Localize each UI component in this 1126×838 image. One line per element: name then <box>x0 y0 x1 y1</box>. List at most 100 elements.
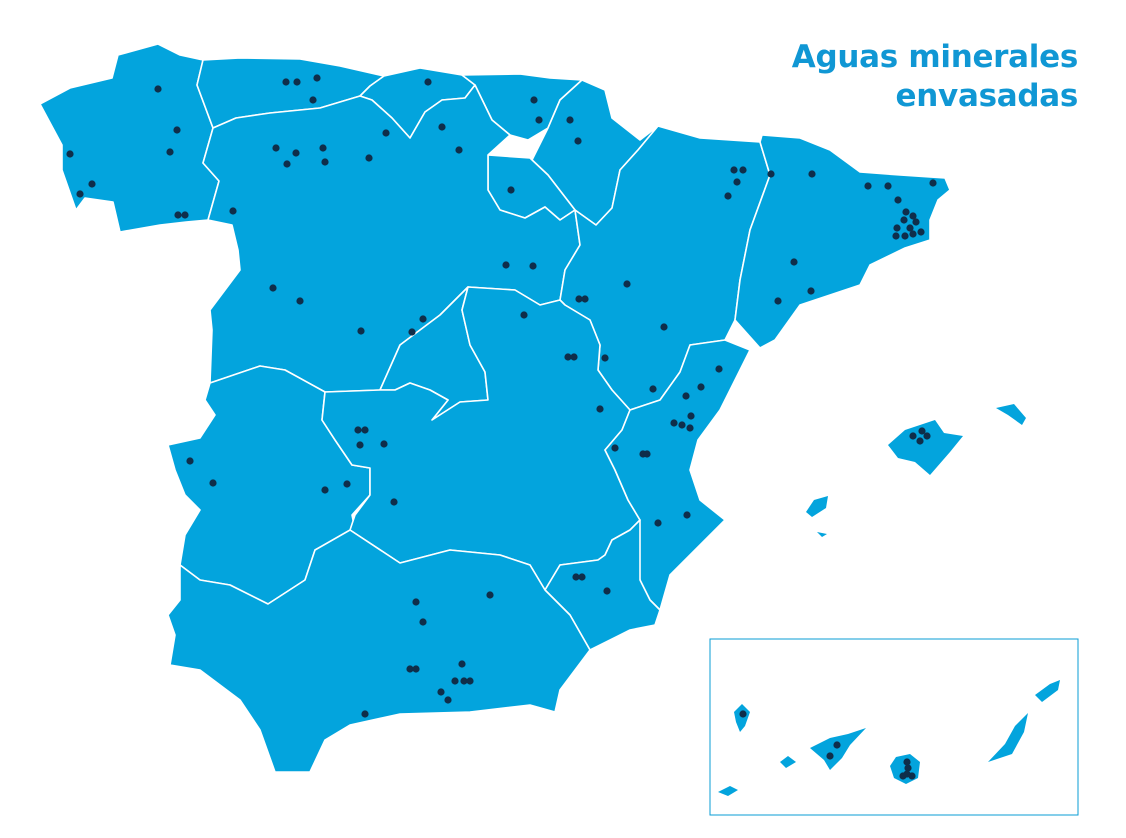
spring-marker <box>906 224 914 232</box>
island-menorca <box>996 404 1026 425</box>
spring-marker <box>486 591 494 599</box>
spring-marker <box>574 137 582 145</box>
spring-marker <box>502 261 510 269</box>
island-formentera <box>817 532 827 537</box>
spring-marker <box>683 511 691 519</box>
island-ibiza <box>806 496 828 517</box>
spring-marker <box>173 126 181 134</box>
island-tenerife <box>810 728 866 770</box>
spring-marker <box>654 519 662 527</box>
mainland <box>39 43 951 773</box>
spring-marker <box>365 154 373 162</box>
spring-marker <box>293 78 301 86</box>
spring-marker <box>438 123 446 131</box>
spring-marker <box>767 170 775 178</box>
island-el-hierro <box>718 786 738 796</box>
spring-marker <box>660 323 668 331</box>
map-title-line-2: envasadas <box>895 78 1079 114</box>
spring-marker <box>903 770 911 778</box>
island-la-palma <box>734 704 750 732</box>
spring-marker <box>643 450 651 458</box>
spring-marker <box>520 311 528 319</box>
balearic-islands <box>806 404 1026 537</box>
spring-marker <box>901 232 909 240</box>
spring-marker <box>649 385 657 393</box>
spring-marker <box>623 280 631 288</box>
spring-marker <box>687 412 695 420</box>
spring-marker <box>929 179 937 187</box>
spring-marker <box>596 405 604 413</box>
spring-marker <box>894 196 902 204</box>
spring-marker <box>578 573 586 581</box>
spring-marker <box>918 427 926 435</box>
spring-marker <box>282 78 290 86</box>
spring-marker <box>460 677 468 685</box>
map-title: Aguas minerales envasadas <box>658 38 1079 116</box>
spring-marker <box>892 232 900 240</box>
spring-marker <box>884 182 892 190</box>
canary-inset-frame <box>709 638 1079 816</box>
spring-marker <box>535 116 543 124</box>
spring-marker <box>309 96 317 104</box>
spring-marker <box>807 287 815 295</box>
spring-marker <box>283 160 291 168</box>
region-cataluna <box>734 134 951 349</box>
spring-marker <box>912 218 920 226</box>
spring-marker <box>833 741 841 749</box>
spring-marker <box>900 216 908 224</box>
spring-marker <box>321 486 329 494</box>
spring-marker <box>419 315 427 323</box>
spring-marker <box>566 116 574 124</box>
spring-marker <box>319 144 327 152</box>
spring-marker <box>269 284 277 292</box>
spring-marker <box>909 212 917 220</box>
spring-marker <box>361 426 369 434</box>
spring-marker <box>697 383 705 391</box>
spring-marker <box>730 166 738 174</box>
spring-marker <box>529 262 537 270</box>
spring-marker <box>174 211 182 219</box>
spring-marker <box>356 441 364 449</box>
spring-marker <box>66 150 74 158</box>
spring-marker <box>611 444 619 452</box>
spring-marker <box>581 295 589 303</box>
spring-marker <box>419 618 427 626</box>
spring-marker <box>296 297 304 305</box>
spring-marker <box>682 392 690 400</box>
spring-marker <box>774 297 782 305</box>
spring-marker <box>412 665 420 673</box>
spring-marker <box>909 432 917 440</box>
spring-marker <box>209 479 217 487</box>
spring-marker <box>572 573 580 581</box>
spring-marker <box>564 353 572 361</box>
spring-marker <box>382 129 390 137</box>
spring-marker <box>166 148 174 156</box>
spring-marker <box>570 353 578 361</box>
spring-marker <box>739 710 747 718</box>
spring-marker <box>354 426 362 434</box>
spring-marker <box>601 354 609 362</box>
spring-marker <box>321 158 329 166</box>
spring-marker <box>739 166 747 174</box>
spring-marker <box>715 365 723 373</box>
spring-marker <box>724 192 732 200</box>
island-fuerteventura <box>988 713 1028 762</box>
spring-marker <box>678 421 686 429</box>
spring-marker <box>455 146 463 154</box>
spring-marker <box>507 186 515 194</box>
spring-marker <box>272 144 280 152</box>
spring-marker <box>437 688 445 696</box>
spring-marker <box>186 457 194 465</box>
spring-marker <box>361 710 369 718</box>
springs-layer <box>66 74 937 780</box>
spring-marker <box>313 74 321 82</box>
region-andalucia <box>167 529 591 773</box>
spring-marker <box>902 208 910 216</box>
spring-marker <box>733 178 741 186</box>
island-mallorca <box>888 420 963 475</box>
spring-marker <box>408 328 416 336</box>
spring-marker <box>603 587 611 595</box>
spring-marker <box>923 432 931 440</box>
spring-marker <box>790 258 798 266</box>
